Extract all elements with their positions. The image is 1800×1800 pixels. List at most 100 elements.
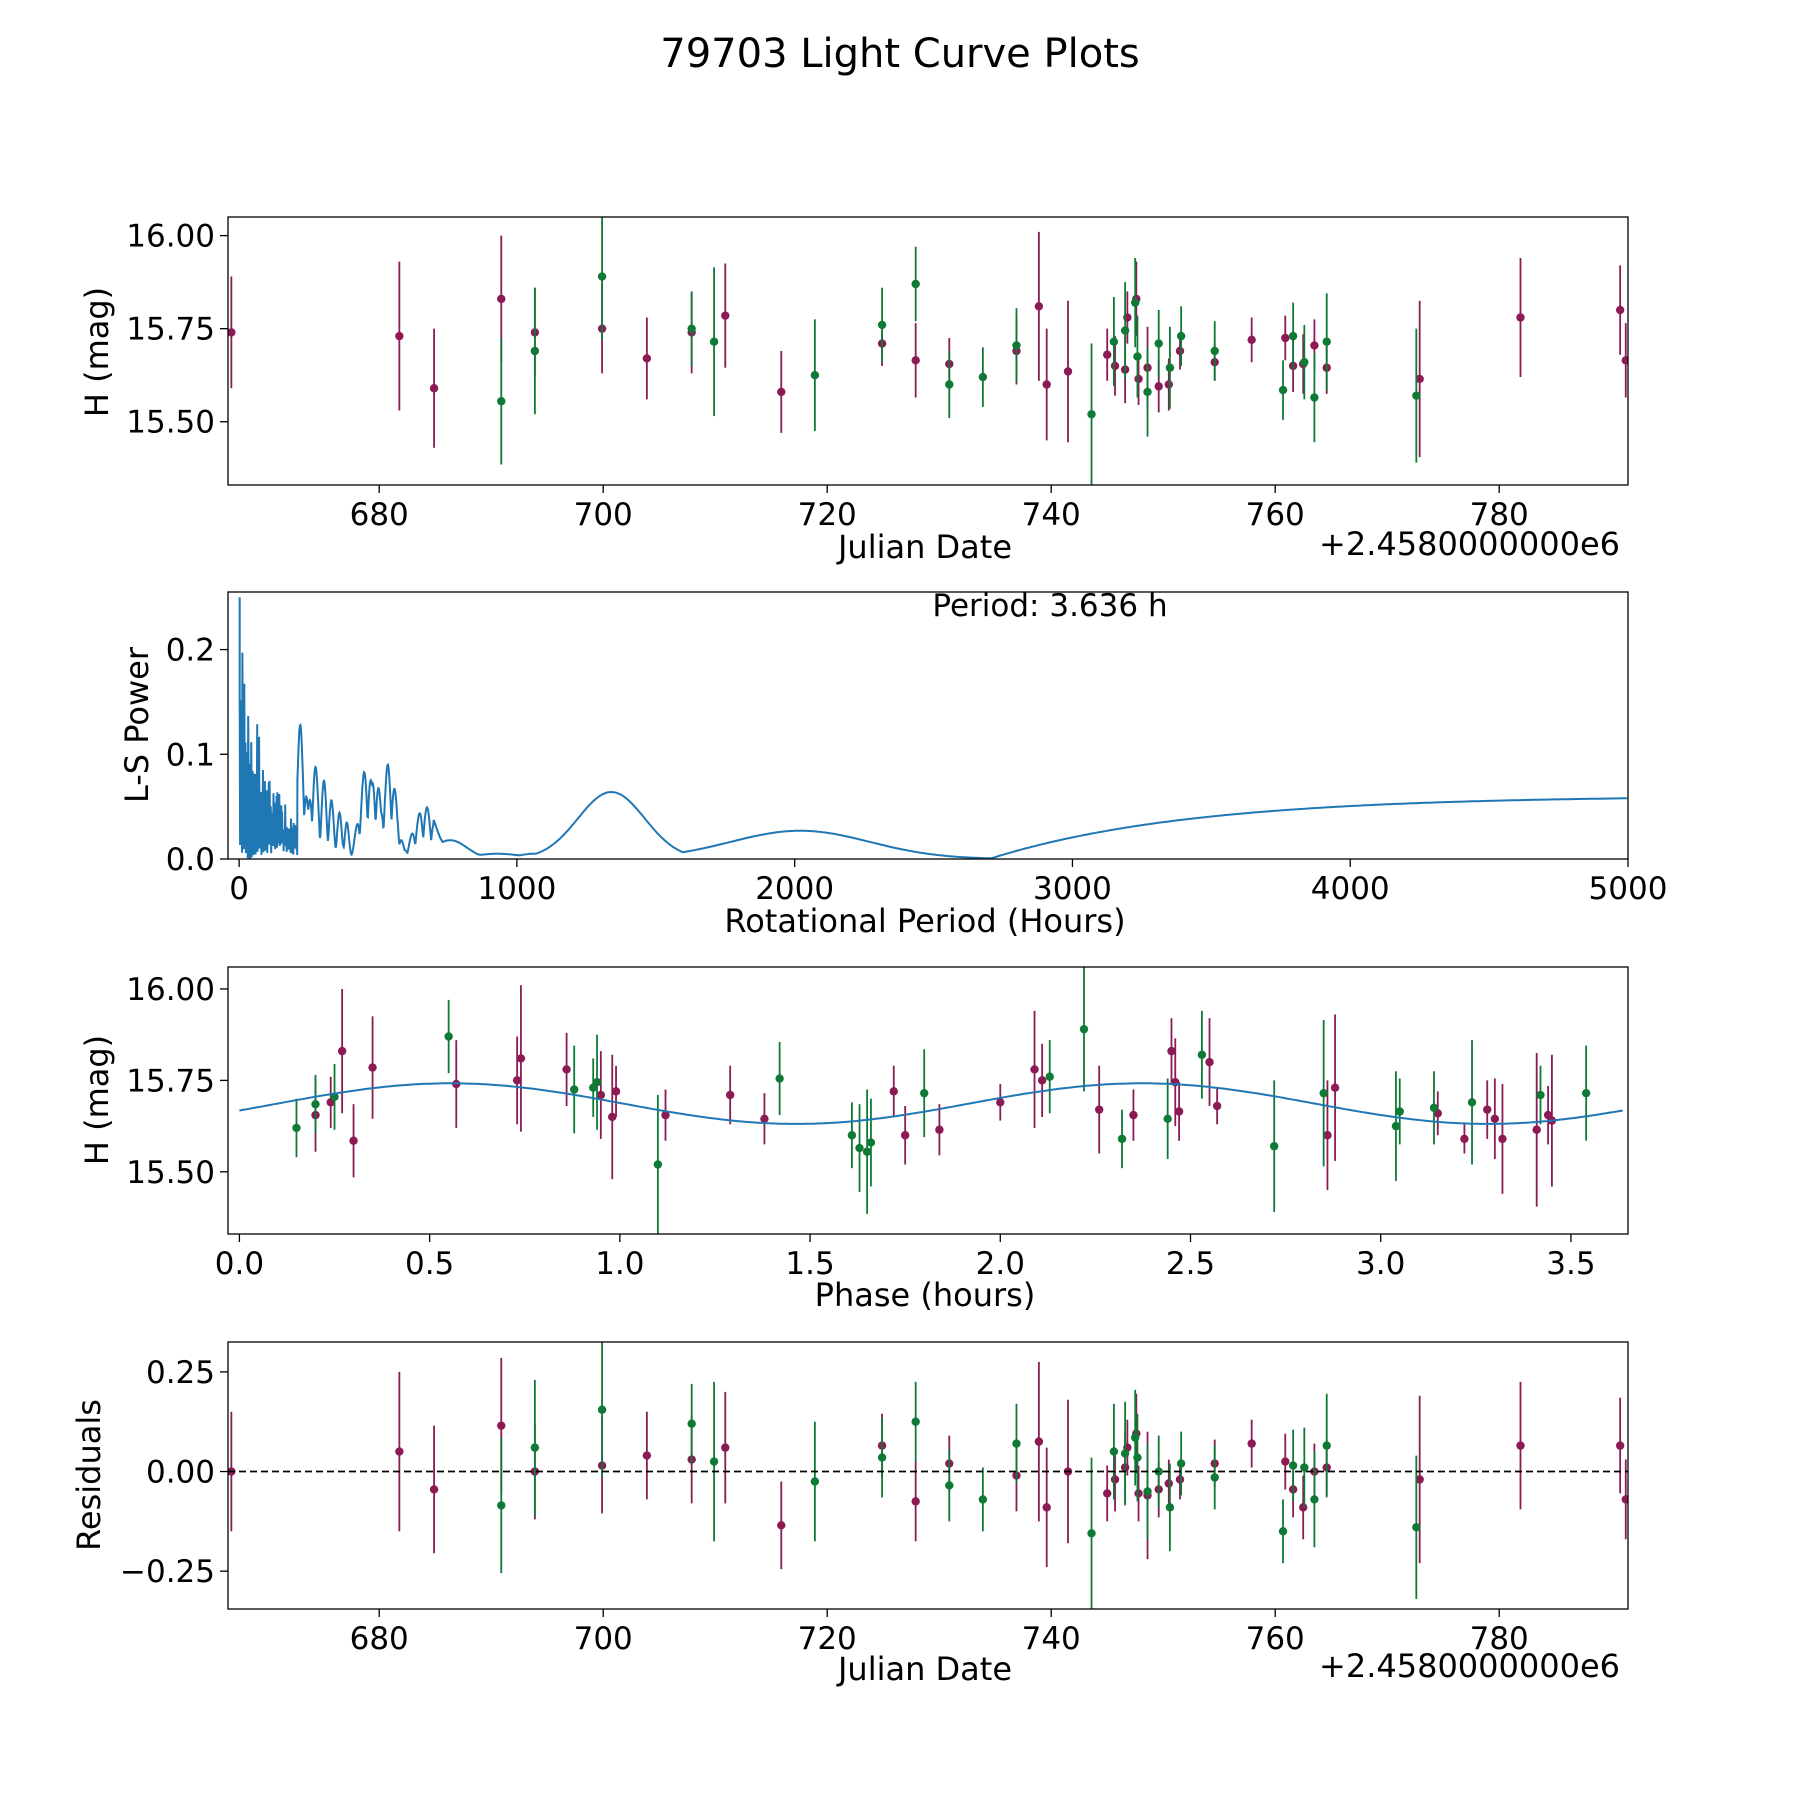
data-point-green	[1176, 331, 1186, 341]
data-point-purple	[395, 1447, 404, 1456]
data-point-green	[1120, 1449, 1130, 1458]
data-point-green	[1288, 331, 1298, 341]
data-point-green	[1079, 1024, 1089, 1034]
ylabel-periodogram: L-S Power	[118, 646, 156, 803]
data-point-purple	[1205, 1057, 1214, 1067]
data-point-purple	[1110, 1475, 1120, 1484]
x-tick-label-periodogram: 3000	[1033, 871, 1112, 907]
panel-periodogram: Period: 3.636 h Rotational Period (Hours…	[118, 588, 1667, 940]
axes-frame-phased	[227, 966, 1629, 1235]
data-point-purple	[349, 1136, 358, 1145]
data-point-green	[775, 1074, 784, 1083]
ylabel-phased: H (mag)	[78, 1035, 116, 1165]
data-point-purple	[1103, 350, 1112, 359]
y-tick-label-lightcurve: 15.75	[126, 312, 215, 348]
data-point-purple	[1310, 341, 1319, 350]
panel-lightcurve: Julian Date +2.4580000000e6 H (mag) 680 7…	[78, 216, 1629, 566]
data-point-green	[569, 1085, 579, 1094]
data-point-green	[877, 1453, 887, 1462]
data-point-purple	[368, 1063, 377, 1072]
data-point-green	[1288, 1461, 1298, 1470]
data-point-green	[1210, 346, 1219, 356]
data-point-purple	[1621, 356, 1628, 365]
x-tick-label-lightcurve: 720	[798, 497, 857, 533]
data-point-purple	[1174, 1107, 1184, 1116]
x-tick-label-phased: 0.0	[215, 1246, 264, 1282]
data-point-purple	[1103, 1489, 1112, 1498]
x-tick-label-residuals: 760	[1246, 1621, 1305, 1657]
data-point-green	[1429, 1103, 1439, 1113]
x-tick-label-lightcurve: 760	[1246, 497, 1305, 533]
data-point-green	[911, 279, 920, 289]
data-point-green	[1163, 1114, 1172, 1123]
data-point-purple	[1175, 346, 1185, 356]
data-point-purple	[611, 1087, 621, 1096]
axes-frame-residuals	[227, 1341, 1629, 1610]
data-point-purple	[1247, 1439, 1256, 1448]
data-point-green	[810, 370, 820, 380]
data-point-green	[1143, 387, 1152, 397]
data-point-green	[1133, 352, 1142, 361]
x-tick-label-lightcurve: 780	[1470, 497, 1529, 533]
axes-frame-lightcurve	[227, 216, 1629, 486]
offset-label-lightcurve: +2.4580000000e6	[1319, 525, 1620, 563]
data-point-purple	[1175, 1475, 1185, 1484]
data-point-purple	[562, 1065, 571, 1074]
xlabel-lightcurve: Julian Date	[836, 528, 1012, 566]
data-point-green	[597, 1405, 607, 1414]
x-tick-label-residuals: 780	[1470, 1621, 1529, 1657]
data-point-purple	[1532, 1125, 1541, 1134]
x-tick-label-phased: 3.5	[1546, 1246, 1595, 1282]
plot-area-residuals	[228, 1342, 1628, 1609]
data-point-green	[1412, 1523, 1421, 1532]
data-point-purple	[1134, 374, 1143, 384]
data-point-purple	[760, 1114, 769, 1123]
data-point-green	[1322, 1441, 1331, 1450]
data-point-green	[1310, 393, 1319, 402]
data-point-green	[530, 1443, 540, 1452]
data-point-purple	[996, 1098, 1005, 1107]
axes-frame-periodogram	[227, 591, 1629, 860]
data-point-green	[1045, 1072, 1054, 1081]
data-point-green	[592, 1078, 602, 1087]
x-tick-label-residuals: 700	[574, 1621, 633, 1657]
data-point-green	[1412, 391, 1421, 400]
x-tick-label-residuals: 740	[1022, 1621, 1081, 1657]
data-point-green	[1165, 1503, 1175, 1512]
figure-title: 79703 Light Curve Plots	[660, 31, 1139, 77]
y-tick-label-phased: 16.00	[126, 972, 215, 1008]
data-point-purple	[1498, 1134, 1507, 1144]
x-tick-label-periodogram: 5000	[1589, 871, 1668, 907]
x-tick-label-phased: 2.0	[976, 1246, 1025, 1282]
data-point-purple	[497, 1421, 506, 1430]
data-point-purple	[642, 1451, 652, 1460]
data-point-purple	[1134, 1489, 1143, 1498]
data-point-purple	[1615, 1441, 1625, 1450]
y-tick-label-phased: 15.75	[126, 1063, 215, 1099]
x-tick-label-lightcurve: 680	[350, 497, 409, 533]
data-point-green	[1154, 339, 1163, 348]
data-point-green	[855, 1143, 864, 1153]
ylabel-lightcurve: H (mag)	[78, 287, 116, 417]
data-point-green	[497, 1501, 506, 1510]
data-point-purple	[1030, 1065, 1039, 1074]
data-point-green	[1310, 1495, 1319, 1504]
data-point-purple	[1516, 1441, 1525, 1450]
data-point-purple	[725, 1090, 735, 1100]
data-point-green	[1536, 1090, 1545, 1100]
data-point-green	[1278, 385, 1288, 395]
periodogram-line	[238, 597, 1627, 859]
data-point-green	[810, 1477, 820, 1486]
data-point-green	[978, 372, 988, 382]
data-point-green	[945, 380, 954, 389]
data-point-purple	[911, 1497, 920, 1506]
data-point-purple	[1034, 302, 1044, 311]
data-point-purple	[1042, 380, 1051, 389]
data-point-purple	[1330, 1083, 1340, 1092]
data-point-purple	[395, 331, 404, 341]
data-point-purple	[497, 294, 506, 304]
data-point-green	[1012, 341, 1021, 350]
x-tick-label-phased: 1.5	[785, 1246, 834, 1282]
data-point-purple	[1299, 1503, 1308, 1512]
